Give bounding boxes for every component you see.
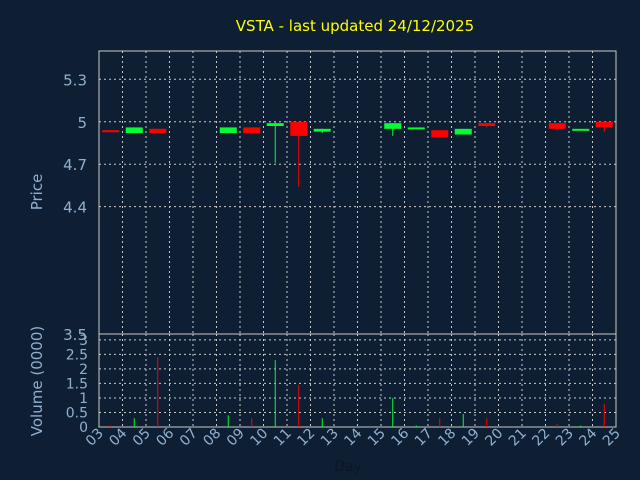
candle-body <box>125 127 143 134</box>
candle-body <box>149 128 167 134</box>
volume-tick-label: 1 <box>79 391 88 407</box>
candle-body <box>313 128 331 132</box>
price-tick-label: 4.4 <box>63 199 87 217</box>
price-tick-label: 5 <box>77 114 87 132</box>
candle-body <box>102 130 120 133</box>
candle-body <box>219 127 237 134</box>
candle-body <box>243 127 261 134</box>
candle-body <box>384 123 402 129</box>
x-axis-label: Day <box>334 459 362 475</box>
price-tick-label: 3.5 <box>63 326 87 344</box>
price-panel: 5.3 5 4.7 4.4 3.5 <box>63 50 617 344</box>
candle-body <box>266 123 284 126</box>
candle-body <box>290 121 308 136</box>
x-axis: 03 04 05 06 07 08 09 10 11 12 13 14 15 16 17 18 19 20 21 22… <box>83 425 624 449</box>
chart-title: VSTA - last updated 24/12/2025 <box>236 17 474 35</box>
price-tick-label: 4.7 <box>63 156 87 174</box>
candle-body <box>454 128 472 135</box>
volume-tick-label: 1.5 <box>66 376 88 392</box>
candle-body <box>572 128 590 131</box>
volume-tick-label: 2.5 <box>66 347 88 363</box>
volume-axis-label: Volume (0000) <box>28 326 46 436</box>
candle-body <box>548 123 566 129</box>
volume-panel: 00.511.522.53 <box>66 333 617 436</box>
candle-body <box>431 130 449 138</box>
volume-tick-label: 2 <box>79 362 88 378</box>
volume-tick-label: 0 <box>79 420 88 436</box>
volume-tick-label: 0.5 <box>66 405 88 421</box>
candle-body <box>478 123 496 126</box>
price-tick-label: 5.3 <box>63 71 87 89</box>
candle-body <box>595 121 613 128</box>
price-axis-label: Price <box>28 174 46 211</box>
candle-body <box>407 127 425 130</box>
volume-tick-label: 3 <box>79 333 88 349</box>
